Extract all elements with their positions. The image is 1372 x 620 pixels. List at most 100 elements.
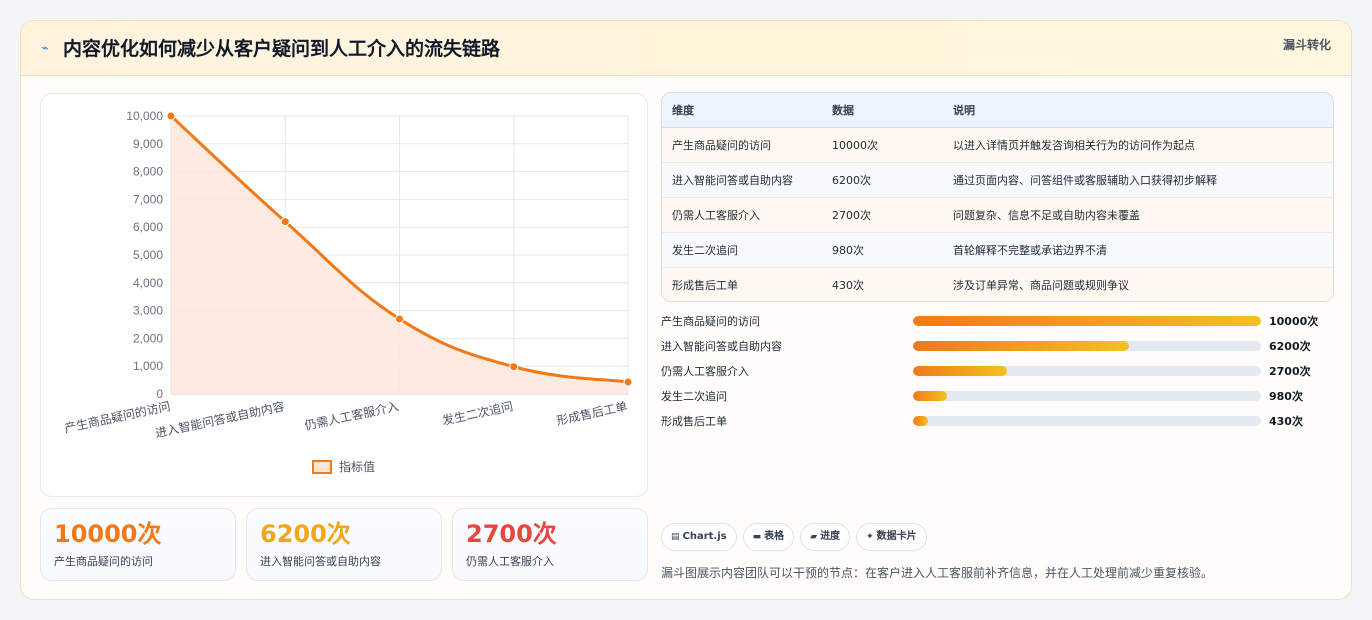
series-area bbox=[171, 116, 628, 394]
stat-value: 6200次 bbox=[260, 520, 351, 548]
progress-track bbox=[913, 366, 1261, 376]
table-cell: 形成售后工单 bbox=[662, 267, 822, 301]
table-cell: 进入智能问答或自助内容 bbox=[662, 162, 822, 198]
table-row: 产生商品疑问的访问 10000次 以进入详情页并触发咨询相关行为的访问作为起点 bbox=[662, 127, 1333, 163]
progress-row: 产生商品疑问的访问 10000次 bbox=[661, 312, 1334, 330]
table-row: 仍需人工客服介入 2700次 问题复杂、信息不足或自助内容未覆盖 bbox=[662, 197, 1333, 233]
y-tick-label: 8,000 bbox=[133, 165, 163, 179]
y-tick-label: 4,000 bbox=[133, 276, 163, 290]
stat-label: 进入智能问答或自助内容 bbox=[260, 555, 381, 568]
progress-track bbox=[913, 391, 1261, 401]
dashboard-card: ⌁ 内容优化如何减少从客户疑问到人工介入的流失链路 漏斗转化 0 1,000 2,0… bbox=[20, 20, 1352, 600]
table-cell: 仍需人工客服介入 bbox=[662, 197, 822, 233]
card-header: ⌁ 内容优化如何减少从客户疑问到人工介入的流失链路 漏斗转化 bbox=[21, 21, 1351, 76]
progress-row: 形成售后工单 430次 bbox=[661, 412, 1334, 430]
chip-label: Chart.js bbox=[682, 531, 727, 542]
data-point bbox=[623, 377, 633, 387]
progress-track bbox=[913, 416, 1261, 426]
chip-data-cards[interactable]: ✦ 数据卡片 bbox=[856, 523, 927, 551]
stat-card: 6200次 进入智能问答或自助内容 bbox=[246, 508, 442, 581]
table-cell: 通过页面内容、问答组件或客服辅助入口获得初步解释 bbox=[943, 162, 1333, 198]
progress-value: 430次 bbox=[1269, 415, 1303, 428]
table-row: 形成售后工单 430次 涉及订单异常、商品问题或规则争议 bbox=[662, 267, 1333, 301]
table-header-row: 维度 数据 说明 bbox=[662, 93, 1333, 128]
line-chart-panel: 0 1,000 2,000 3,000 4,000 5,000 6,000 7,000 8,00… bbox=[40, 93, 648, 497]
progress-row: 进入智能问答或自助内容 6200次 bbox=[661, 337, 1334, 355]
column-header: 数据 bbox=[822, 93, 943, 128]
column-header: 说明 bbox=[943, 93, 1333, 128]
y-tick-label: 2,000 bbox=[133, 331, 163, 345]
table-cell: 980次 bbox=[822, 232, 943, 268]
stat-value: 10000次 bbox=[54, 520, 162, 548]
progress-fill bbox=[913, 316, 1261, 326]
chip-label: 进度 bbox=[820, 531, 841, 542]
progress-fill bbox=[913, 416, 928, 426]
progress-fill bbox=[913, 366, 1007, 376]
x-tick-label: 仍需人工客服介入 bbox=[303, 398, 400, 433]
progress-value: 980次 bbox=[1269, 390, 1303, 403]
page-title: 内容优化如何减少从客户疑问到人工介入的流失链路 bbox=[63, 38, 501, 60]
chip-chartjs[interactable]: ▤ Chart.js bbox=[661, 523, 737, 551]
data-point bbox=[166, 111, 176, 121]
x-tick-label: 形成售后工单 bbox=[555, 398, 629, 428]
chip-progress[interactable]: ▰ 进度 bbox=[800, 523, 851, 551]
progress-track bbox=[913, 341, 1261, 351]
data-point bbox=[280, 217, 290, 227]
sparkle-icon: ✦ bbox=[866, 532, 874, 542]
table-cell: 发生二次追问 bbox=[662, 232, 822, 268]
progress-value: 2700次 bbox=[1269, 365, 1311, 378]
tech-chips: ▤ Chart.js ▬ 表格 ▰ 进度 ✦ 数据卡片 bbox=[661, 523, 933, 551]
column-header: 维度 bbox=[662, 93, 822, 128]
progress-fill bbox=[913, 391, 948, 401]
table-cell: 10000次 bbox=[822, 127, 943, 163]
chip-label: 数据卡片 bbox=[876, 531, 917, 542]
y-tick-label: 7,000 bbox=[133, 192, 163, 206]
stat-value: 2700次 bbox=[466, 520, 557, 548]
line-chart: 0 1,000 2,000 3,000 4,000 5,000 6,000 7,000 8,00… bbox=[63, 109, 633, 474]
table-cell: 2700次 bbox=[822, 197, 943, 233]
y-tick-label: 1,000 bbox=[133, 359, 163, 373]
table-cell: 430次 bbox=[822, 267, 943, 301]
progress-track bbox=[913, 316, 1261, 326]
data-table: 维度 数据 说明 产生商品疑问的访问 10000次 以进入详情页并触发咨询相关行… bbox=[661, 92, 1334, 302]
y-tick-label: 0 bbox=[156, 387, 163, 401]
stat-card: 2700次 仍需人工客服介入 bbox=[452, 508, 648, 581]
progress-value: 6200次 bbox=[1269, 340, 1311, 353]
x-tick-label: 进入智能问答或自助内容 bbox=[154, 398, 286, 440]
legend-label: 指标值 bbox=[339, 459, 375, 474]
chip-table[interactable]: ▬ 表格 bbox=[742, 523, 795, 551]
table-row: 发生二次追问 980次 首轮解释不完整或承诺边界不清 bbox=[662, 232, 1333, 268]
progress-label: 产生商品疑问的访问 bbox=[661, 315, 760, 328]
table-row: 进入智能问答或自助内容 6200次 通过页面内容、问答组件或客服辅助入口获得初步… bbox=[662, 162, 1333, 198]
progress-row: 发生二次追问 980次 bbox=[661, 387, 1334, 405]
chip-label: 表格 bbox=[764, 531, 785, 542]
table-cell: 首轮解释不完整或承诺边界不清 bbox=[943, 232, 1333, 268]
table-cell: 6200次 bbox=[822, 162, 943, 198]
x-tick-label: 发生二次追问 bbox=[441, 398, 515, 428]
table-icon: ▬ bbox=[752, 532, 762, 542]
chart-icon: ▤ bbox=[671, 532, 680, 542]
data-point bbox=[509, 362, 519, 372]
category-tag: 漏斗转化 bbox=[1282, 38, 1331, 52]
data-point bbox=[395, 314, 404, 324]
table-cell: 问题复杂、信息不足或自助内容未覆盖 bbox=[943, 197, 1333, 233]
progress-value: 10000次 bbox=[1269, 315, 1319, 328]
series-line bbox=[169, 114, 629, 384]
footer-note: 漏斗图展示内容团队可以干预的节点：在客户进入人工客服前补齐信息，并在人工处理前减… bbox=[661, 566, 1214, 580]
y-tick-label: 3,000 bbox=[133, 304, 163, 318]
y-tick-label: 9,000 bbox=[133, 137, 163, 151]
progress-label: 形成售后工单 bbox=[661, 415, 727, 428]
progress-icon: ▰ bbox=[810, 532, 818, 542]
progress-label: 仍需人工客服介入 bbox=[661, 365, 749, 378]
y-tick-label: 6,000 bbox=[133, 220, 163, 234]
table-cell: 涉及订单异常、商品问题或规则争议 bbox=[943, 267, 1333, 301]
progress-row: 仍需人工客服介入 2700次 bbox=[661, 362, 1334, 380]
progress-fill bbox=[913, 341, 1129, 351]
lightning-icon: ⌁ bbox=[41, 41, 49, 56]
table-cell: 产生商品疑问的访问 bbox=[662, 127, 822, 163]
stat-label: 产生商品疑问的访问 bbox=[54, 555, 153, 568]
legend-swatch bbox=[312, 460, 332, 474]
progress-label: 进入智能问答或自助内容 bbox=[661, 340, 782, 353]
y-tick-label: 10,000 bbox=[126, 109, 163, 123]
y-tick-label: 5,000 bbox=[133, 248, 163, 262]
